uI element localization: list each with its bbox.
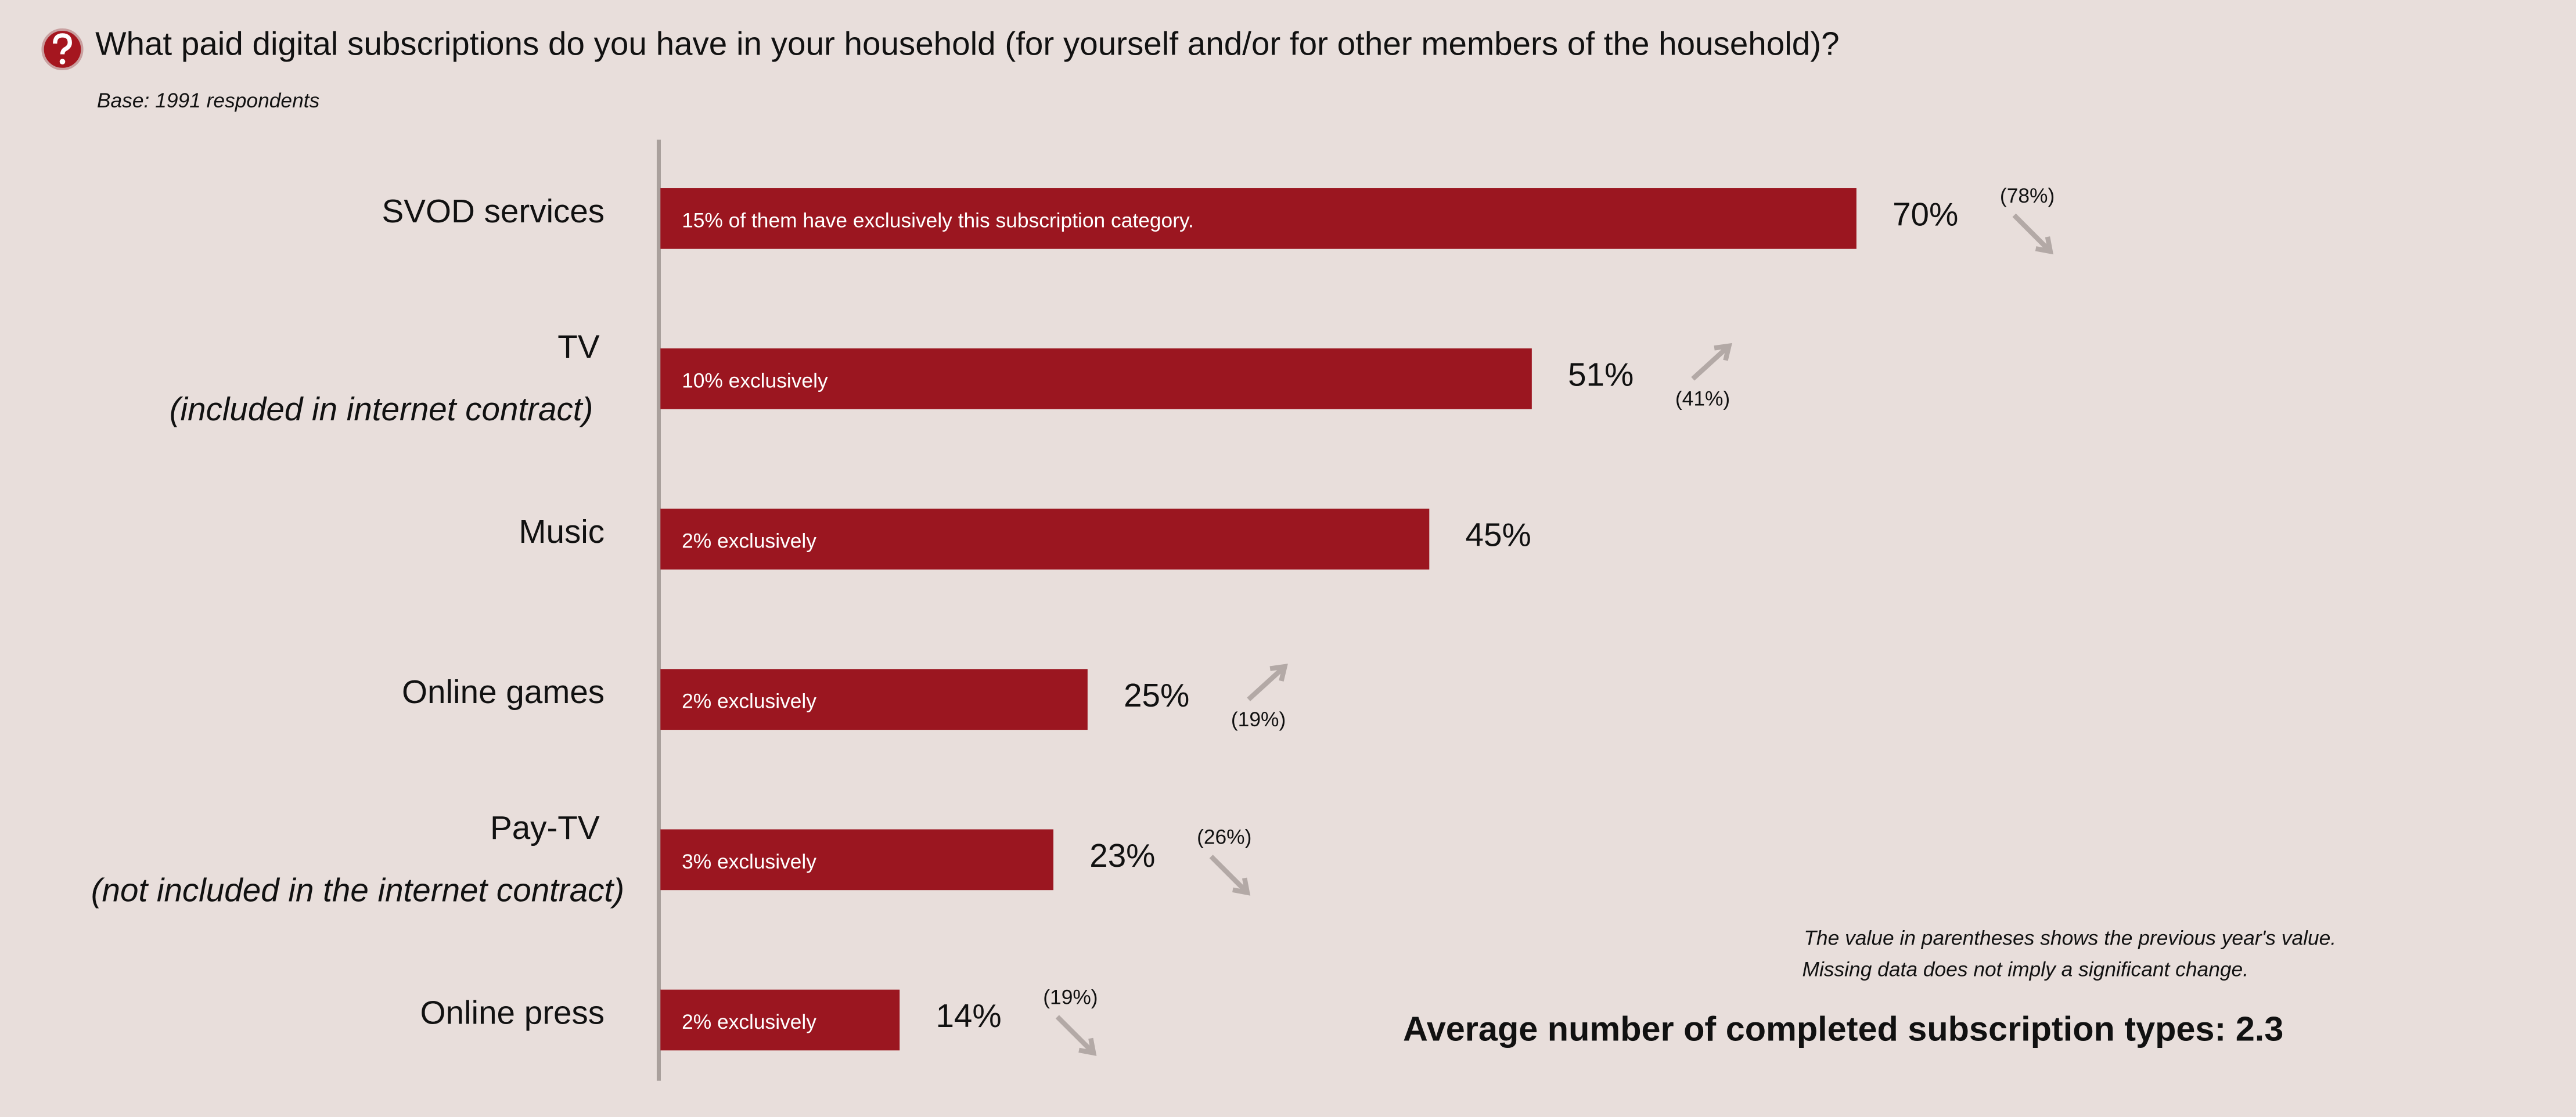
value-label: 51% — [1568, 356, 1634, 393]
bar — [660, 829, 1054, 891]
bar-note: 15% of them have exclusively this subscr… — [682, 209, 1194, 232]
bar-note: 2% exclusively — [682, 530, 816, 553]
bar — [660, 669, 1088, 730]
previous-label: (19%) — [1231, 708, 1286, 731]
trend-arrow-head — [1078, 1037, 1097, 1056]
bar — [660, 509, 1430, 570]
category-note: (included in internet contract) — [170, 391, 593, 427]
bar-note: 10% exclusively — [682, 370, 828, 392]
value-label: 14% — [936, 997, 1001, 1034]
footnote: Missing data does not imply a significan… — [1803, 958, 2249, 981]
footnote: The value in parentheses shows the previ… — [1804, 927, 2336, 950]
trend-arrow-head — [1232, 877, 1251, 896]
bar — [660, 348, 1532, 409]
category-label: Music — [519, 513, 605, 550]
category-label: Online press — [420, 994, 605, 1030]
question-icon-dot — [59, 59, 66, 65]
trend-arrow — [1209, 855, 1249, 895]
previous-label: (19%) — [1043, 986, 1098, 1009]
value-label: 25% — [1124, 677, 1189, 714]
value-label: 23% — [1089, 837, 1155, 874]
trend-arrow-head — [2035, 236, 2054, 255]
bar — [660, 989, 900, 1051]
bar — [660, 188, 1857, 249]
subtitle: Base: 1991 respondents — [97, 89, 319, 112]
category-note: (not included in the internet contract) — [91, 871, 624, 908]
category-label: SVOD services — [382, 193, 605, 229]
category-label: TV — [557, 329, 600, 365]
category-label: Pay-TV — [490, 809, 600, 846]
trend-arrow — [1055, 1015, 1096, 1055]
previous-label: (78%) — [2000, 185, 2055, 207]
chart-title: What paid digital subscriptions do you h… — [95, 25, 1839, 62]
value-label: 45% — [1466, 517, 1531, 553]
trend-arrow — [2012, 213, 2052, 253]
trend-arrow — [1691, 344, 1731, 381]
previous-label: (41%) — [1675, 388, 1730, 410]
bar-note: 2% exclusively — [682, 1011, 816, 1033]
trend-arrow — [1247, 665, 1287, 701]
trend-arrow-head — [1269, 664, 1288, 682]
value-label: 70% — [1893, 196, 1958, 233]
summary: Average number of completed subscription… — [1403, 1009, 2283, 1048]
category-label: Online games — [402, 673, 605, 710]
trend-arrow-head — [1714, 343, 1732, 361]
question-icon-glyph — [53, 33, 72, 55]
previous-label: (26%) — [1197, 826, 1251, 848]
bar-note: 3% exclusively — [682, 851, 816, 873]
bar-note: 2% exclusively — [682, 690, 816, 713]
